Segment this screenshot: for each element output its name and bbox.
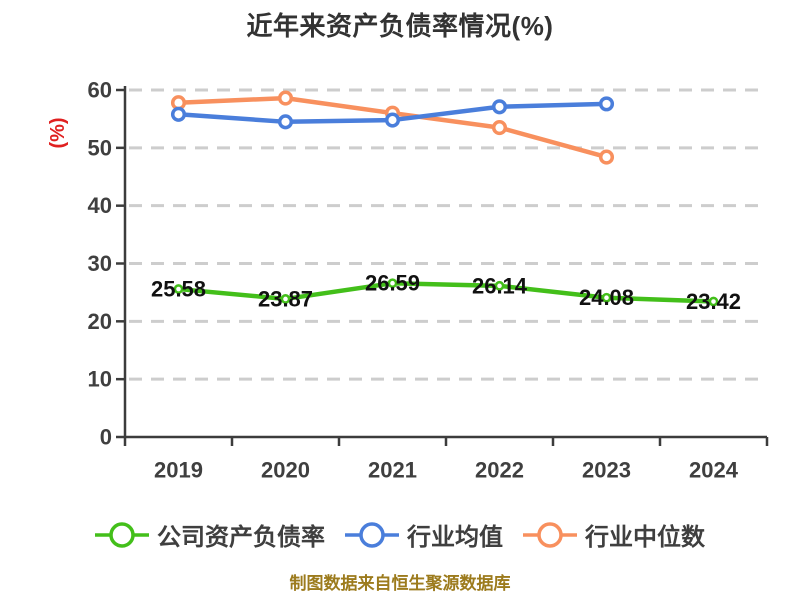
y-axis-tick-label: 60 [88,78,112,103]
data-point-marker [598,149,615,165]
industry-mean-line-marker-icon [345,521,399,548]
data-point-label: 23.87 [258,286,313,311]
data-point-marker [491,120,508,136]
industry-median-line-marker-icon [523,521,577,548]
chart-title: 近年来资产负债率情况(%) [246,11,554,41]
data-point-marker [173,284,184,294]
legend-item-industry-median[interactable]: 行业中位数 [523,517,705,552]
line-chart-plot-area: 0 10 20 30 40 50 60 2019 2020 2021 2022 2023 2024 (%)… [47,78,769,483]
y-axis-tick-label: 40 [88,193,112,218]
data-point-marker [277,114,294,130]
x-axis-tick-label: 2024 [689,458,739,483]
data-point-marker [387,278,398,289]
y-axis-tick-label: 10 [88,367,112,392]
legend-item-company-ratio[interactable]: 公司资产负债率 [95,517,325,552]
y-axis-tick-label: 20 [88,309,112,334]
x-axis-tick-label: 2023 [582,458,631,483]
chart-legend: 公司资产负债率 行业均值 行业中位数 [0,517,800,552]
data-point-label: 23.42 [686,289,741,314]
data-point-marker [384,112,401,128]
series-line-0 [176,280,716,304]
y-axis-unit-label: (%) [47,117,69,148]
y-axis-tick-label: 0 [100,425,112,450]
x-axis-tick-label: 2021 [368,458,417,483]
y-axis-tick-label: 50 [88,135,112,160]
data-point-marker [491,99,508,115]
data-point-marker [170,106,187,122]
legend-item-industry-mean[interactable]: 行业均值 [345,517,503,552]
data-point-label: 26.59 [365,271,420,296]
legend-label-industry-median: 行业中位数 [585,524,705,551]
data-point-marker [277,90,294,106]
data-point-marker [601,292,612,303]
legend-label-industry-mean: 行业均值 [407,524,503,551]
data-point-marker [598,96,615,112]
legend-label-company-ratio: 公司资产负债率 [157,524,325,551]
data-source-note: 制图数据来自恒生聚源数据库 [289,574,511,593]
x-axis-tick-label: 2022 [475,458,524,483]
y-axis-tick-label: 30 [88,251,112,276]
data-point-marker [708,296,719,307]
data-point-label: 26.14 [472,273,528,298]
data-point-label: 25.58 [151,277,206,302]
company-ratio-line-marker-icon [95,521,149,548]
data-point-label: 24.08 [579,285,634,310]
data-point-marker [280,294,291,304]
x-axis-tick-label: 2019 [154,458,203,483]
x-axis-tick-label: 2020 [261,458,310,483]
data-point-marker [494,280,505,291]
